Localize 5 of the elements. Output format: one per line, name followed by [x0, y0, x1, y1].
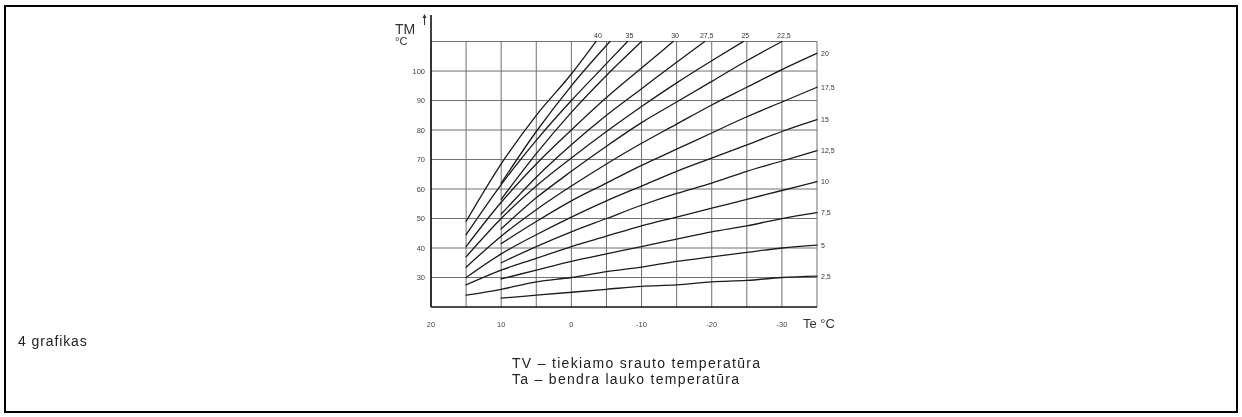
text: Ta – bendra lauko temperatūra [512, 371, 741, 387]
text: TV – tiekiamo srauto temperatūra [512, 355, 762, 371]
y-axis-title: TM °C [395, 21, 416, 47]
text: 4 grafikas [18, 333, 88, 349]
x-axis-title: Te °C [803, 316, 835, 331]
